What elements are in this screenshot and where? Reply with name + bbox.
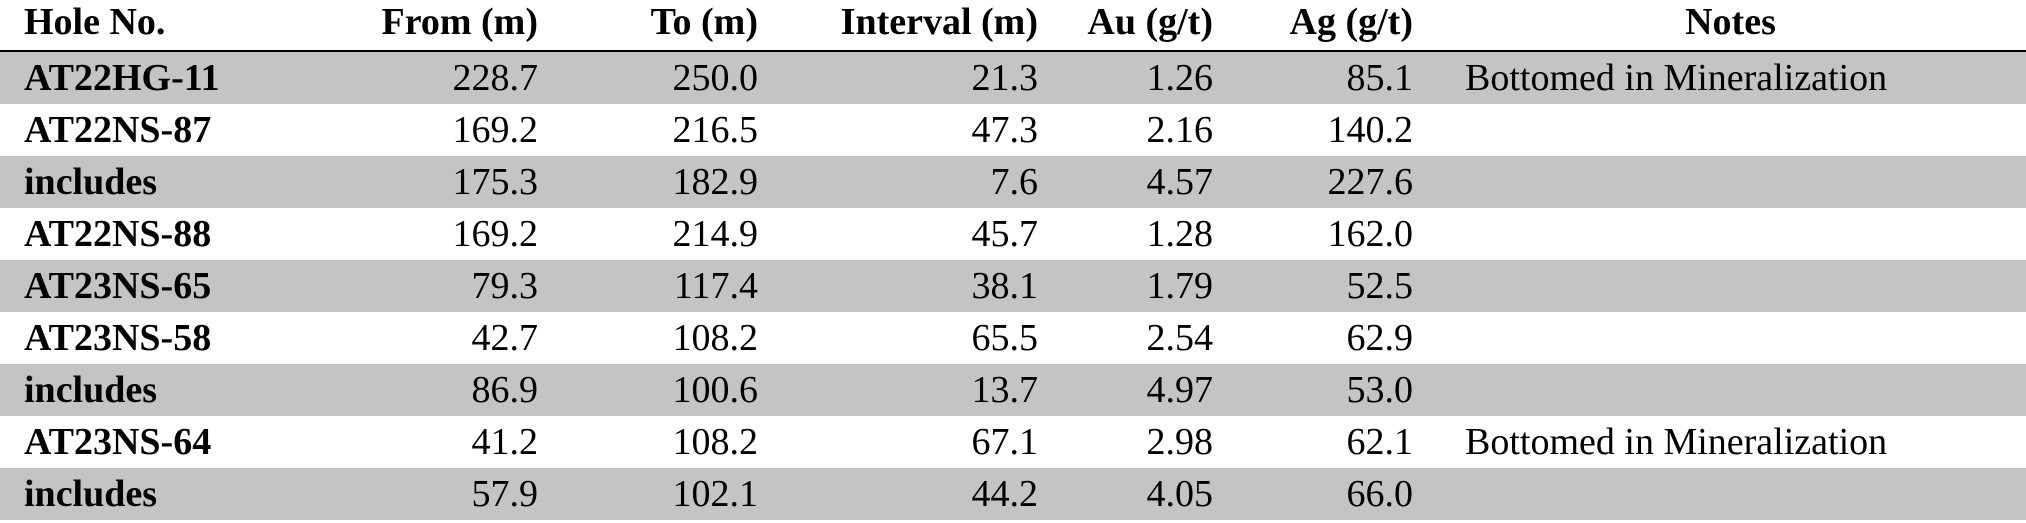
hole-cell: AT22NS-88 [24, 213, 212, 255]
empty-cell [1435, 468, 2026, 520]
table-cell: 38.1 [780, 260, 1060, 312]
table-cell: 2.98 [1146, 421, 1214, 463]
table-body: AT22HG-11 228.7 250.0 21.3 1.26 85.1 Bottomed … [0, 51, 2026, 520]
table-cell: Bottomed in Mineralization [1435, 51, 2026, 104]
table-cell: 175.3 [330, 156, 560, 208]
table-cell: 44.2 [780, 468, 1060, 520]
table-cell: 47.3 [971, 109, 1039, 151]
table-cell: 67.1 [971, 421, 1039, 463]
table-row: includes 175.3 182.9 7.6 4.57 227.6 [0, 156, 2026, 208]
header-row: Hole No. From (m) To (m) Interval (m) Au (g/… [0, 0, 2026, 52]
table-cell: 7.6 [780, 156, 1060, 208]
hole-cell: AT23NS-64 [24, 421, 212, 463]
table-cell: 214.9 [672, 213, 759, 255]
hole-cell: AT22HG-11 [0, 51, 330, 104]
table-cell: 162.0 [1327, 213, 1414, 255]
table-cell: Bottomed in Mineralization [1465, 421, 1888, 463]
column-header: Notes [1435, 0, 2026, 52]
hole-cell: AT22NS-87 [24, 109, 212, 151]
table-row: AT23NS-65 79.3 117.4 38.1 1.79 52.5 [0, 260, 2026, 312]
empty-cell [1435, 364, 2026, 416]
table-row: includes 86.9 100.6 13.7 4.97 53.0 [0, 364, 2026, 416]
table-cell: 42.7 [471, 317, 539, 359]
empty-cell [1435, 104, 2026, 156]
table-row: AT22HG-11 228.7 250.0 21.3 1.26 85.1 Bottomed … [0, 51, 2026, 104]
table-cell: 216.5 [672, 109, 759, 151]
table-cell: 45.7 [971, 213, 1039, 255]
hole-cell: includes [0, 156, 330, 208]
table-cell: 52.5 [1235, 260, 1435, 312]
table-cell: 100.6 [560, 364, 780, 416]
table-cell: 62.1 [1346, 421, 1414, 463]
table-cell: 62.9 [1346, 317, 1414, 359]
table-cell: 227.6 [1235, 156, 1435, 208]
table-cell: 65.5 [971, 317, 1039, 359]
table-cell: 4.57 [1060, 156, 1235, 208]
empty-cell [1435, 312, 2026, 364]
table-cell: 86.9 [330, 364, 560, 416]
table-cell: 117.4 [560, 260, 780, 312]
table-row: AT22NS-87 169.2 216.5 47.3 2.16 140.2 [0, 104, 2026, 156]
table-cell: 1.28 [1146, 213, 1214, 255]
table-cell: 169.2 [452, 213, 539, 255]
table-cell: 102.1 [560, 468, 780, 520]
column-header: Ag (g/t) [1235, 0, 1435, 52]
hole-cell: AT23NS-58 [24, 317, 212, 359]
table-cell: 85.1 [1235, 51, 1435, 104]
table-cell: 79.3 [330, 260, 560, 312]
table-cell: 250.0 [560, 51, 780, 104]
table-cell: 13.7 [780, 364, 1060, 416]
table-cell: 2.16 [1146, 109, 1214, 151]
empty-cell [1435, 156, 2026, 208]
table-cell: 4.05 [1060, 468, 1235, 520]
column-header: Hole No. [0, 0, 330, 52]
table-cell: 2.54 [1146, 317, 1214, 359]
hole-cell: includes [0, 468, 330, 520]
table-cell: 182.9 [560, 156, 780, 208]
empty-cell [1435, 208, 2026, 260]
column-header: Interval (m) [780, 0, 1060, 52]
table-cell: 57.9 [330, 468, 560, 520]
table-cell: 228.7 [330, 51, 560, 104]
table-cell: 1.79 [1060, 260, 1235, 312]
table-cell: 1.26 [1060, 51, 1235, 104]
hole-cell: AT23NS-65 [0, 260, 330, 312]
column-header: Au (g/t) [1060, 0, 1235, 52]
hole-cell: includes [0, 364, 330, 416]
table-row: AT23NS-58 42.7 108.2 65.5 2.54 62.9 [0, 312, 2026, 364]
table-row: AT23NS-64 41.2 108.2 67.1 2.98 62.1 Bottomed i… [0, 416, 2026, 468]
table-row: AT22NS-88 169.2 214.9 45.7 1.28 162.0 [0, 208, 2026, 260]
table-cell: 108.2 [672, 317, 759, 359]
table-cell: 169.2 [452, 109, 539, 151]
table-cell: 21.3 [780, 51, 1060, 104]
column-header: From (m) [330, 0, 560, 52]
table-cell: 4.97 [1060, 364, 1235, 416]
table-cell: 66.0 [1235, 468, 1435, 520]
table-cell: 53.0 [1235, 364, 1435, 416]
table-cell: 41.2 [471, 421, 539, 463]
table-cell: 108.2 [672, 421, 759, 463]
column-header: To (m) [560, 0, 780, 52]
empty-cell [1435, 260, 2026, 312]
table-cell: 140.2 [1327, 109, 1414, 151]
table-row: includes 57.9 102.1 44.2 4.05 66.0 [0, 468, 2026, 520]
